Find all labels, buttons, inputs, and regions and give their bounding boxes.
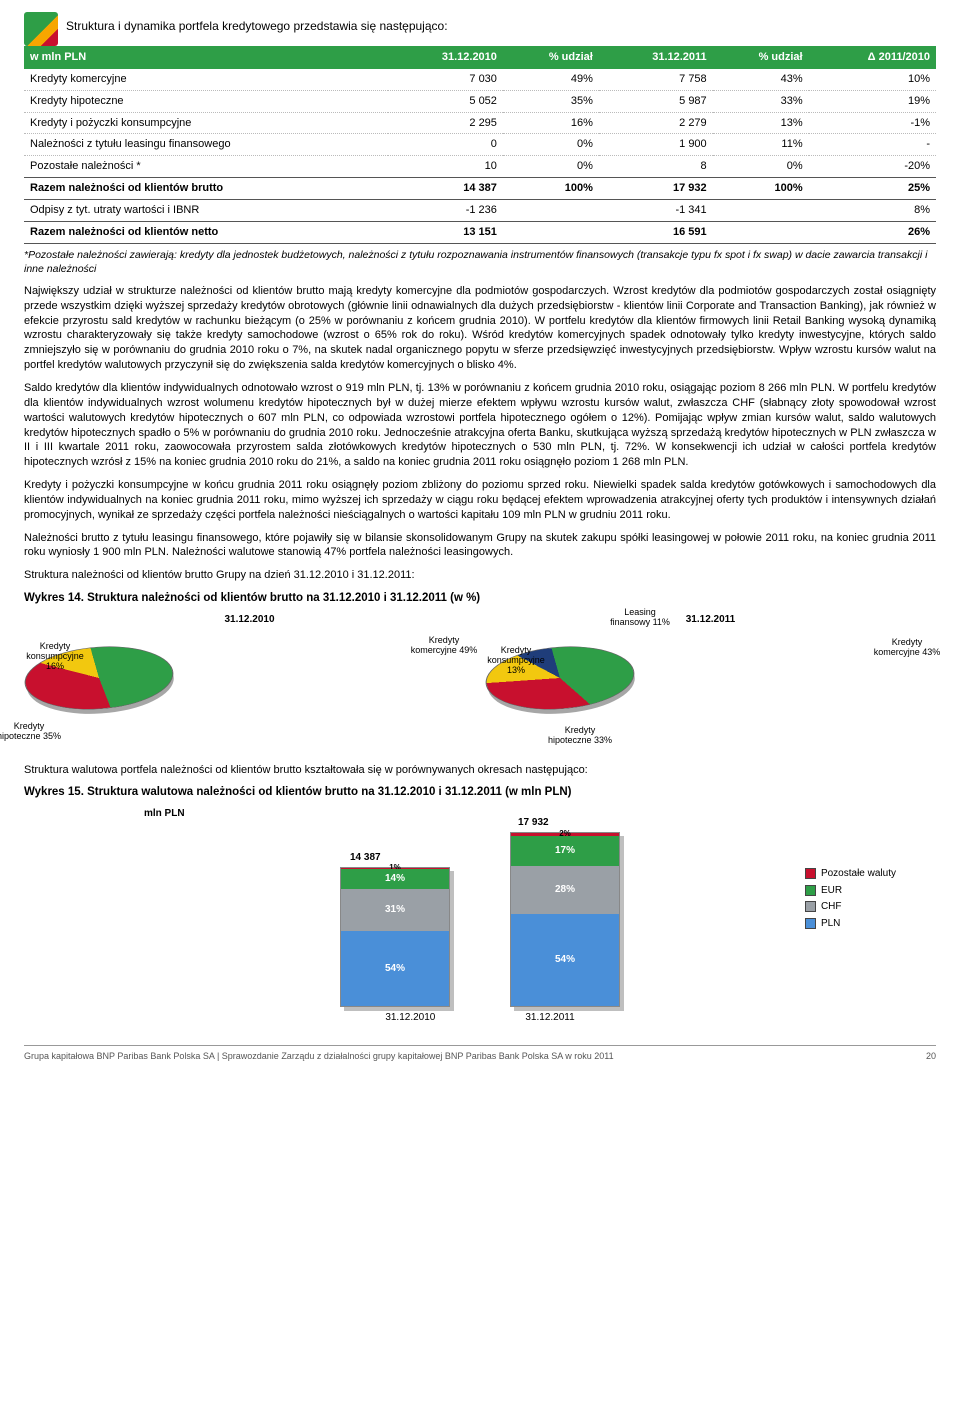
bar-chart: 14 387 54%31%14%1% 17 932 54%28%17%2% [24, 807, 936, 1007]
bar-column: 54%28%17%2% [510, 832, 620, 1007]
chart14-title: Wykres 14. Struktura należności od klien… [24, 591, 936, 607]
col-header: % udział [503, 46, 599, 69]
col-header: 31.12.2011 [599, 46, 713, 69]
table-row: Kredyty i pożyczki konsumpcyjne2 29516%2… [24, 112, 936, 134]
pie2011-hip-label: Kredyty hipoteczne 33% [545, 725, 615, 746]
bar-total: 17 932 [518, 816, 549, 830]
pie2010-hip-label: Kredyty hipoteczne 35% [0, 721, 64, 742]
page-title: Struktura i dynamika portfela kredytoweg… [24, 12, 936, 34]
bar-segment: 17% [511, 836, 619, 865]
legend-item: PLN [805, 917, 896, 931]
para-3: Kredyty i pożyczki konsumpcyjne w końcu … [24, 478, 936, 523]
table-row: Należności z tytułu leasingu finansowego… [24, 134, 936, 156]
table-row: Kredyty hipoteczne5 05235%5 98733%19% [24, 90, 936, 112]
legend-swatch [805, 885, 816, 896]
pie-charts-row: 31.12.2010 Kredyty konsumpcyjne 16% Kred… [24, 613, 936, 753]
table-row: Pozostałe należności *100%80%-20% [24, 156, 936, 178]
pie2011-kom-label: Kredyty komercyjne 43% [872, 637, 942, 658]
legend-swatch [805, 868, 816, 879]
bar-x-label: 31.12.2010 [385, 1011, 435, 1025]
para-2: Saldo kredytów dla klientów indywidualny… [24, 381, 936, 470]
bar-column: 54%31%14%1% [340, 867, 450, 1007]
pie-2011-year: 31.12.2011 [485, 613, 936, 627]
legend-item: Pozostałe waluty [805, 867, 896, 881]
bnp-logo [24, 12, 58, 46]
bar-total: 14 387 [350, 851, 381, 865]
table-row: Kredyty komercyjne7 03049%7 75843%10% [24, 69, 936, 90]
bar-x-label: 31.12.2011 [525, 1011, 574, 1025]
pie2010-kom-label: Kredyty komercyjne 49% [409, 635, 479, 656]
col-header: 31.12.2010 [388, 46, 503, 69]
page-footer: Grupa kapitałowa BNP Paribas Bank Polska… [24, 1045, 936, 1062]
credit-table: w mln PLN31.12.2010% udział31.12.2011% u… [24, 46, 936, 244]
col-header: Δ 2011/2010 [809, 46, 936, 69]
bar-chart-container: mln PLN 14 38754%31%14%1%17 93254%28%17%… [24, 807, 936, 1025]
bar-segment: 14% [341, 869, 449, 888]
bar-x-axis: 31.12.2010 31.12.2011 [24, 1011, 936, 1025]
col-header: w mln PLN [24, 46, 388, 69]
table-footnote: *Pozostałe należności zawierają: kredyty… [24, 248, 936, 276]
bar-segment: 31% [341, 889, 449, 932]
bar-segment: 54% [341, 931, 449, 1006]
chart15-title: Wykres 15. Struktura walutowa należności… [24, 785, 936, 801]
pie2010-kons-label: Kredyty konsumpcyjne 16% [20, 641, 90, 672]
para-1: Największy udział w strukturze należnośc… [24, 284, 936, 373]
legend-swatch [805, 901, 816, 912]
para-6: Struktura walutowa portfela należności o… [24, 763, 936, 778]
para-4: Należności brutto z tytułu leasingu fina… [24, 531, 936, 561]
legend-label: PLN [821, 917, 840, 931]
bar-legend: Pozostałe waluty EUR CHF PLN [805, 867, 896, 933]
pie2011-kons-label: Kredyty konsumpcyjne 13% [479, 645, 553, 676]
legend-label: Pozostałe waluty [821, 867, 896, 881]
table-row: Odpisy z tyt. utraty wartości i IBNR-1 2… [24, 199, 936, 221]
pie2011-leas-label: Leasing finansowy 11% [605, 607, 675, 628]
col-header: % udział [713, 46, 809, 69]
legend-swatch [805, 918, 816, 929]
legend-label: EUR [821, 884, 842, 898]
pie-2010-year: 31.12.2010 [24, 613, 475, 627]
legend-item: CHF [805, 900, 896, 914]
table-row: Razem należności od klientów brutto14 38… [24, 178, 936, 200]
footer-text: Grupa kapitałowa BNP Paribas Bank Polska… [24, 1050, 614, 1062]
table-row: Razem należności od klientów netto13 151… [24, 221, 936, 243]
legend-item: EUR [805, 884, 896, 898]
bar-segment: 28% [511, 866, 619, 914]
bar-segment: 54% [511, 914, 619, 1006]
legend-label: CHF [821, 900, 842, 914]
para-5: Struktura należności od klientów brutto … [24, 568, 936, 583]
footer-page: 20 [926, 1050, 936, 1062]
